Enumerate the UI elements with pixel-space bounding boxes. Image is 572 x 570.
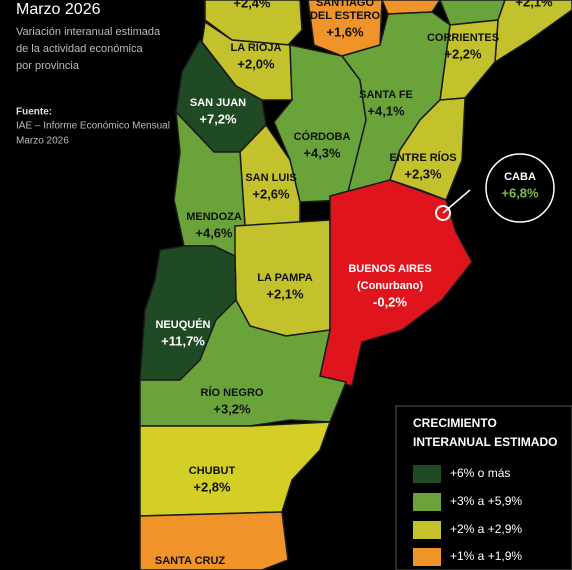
province-value: +4,3% bbox=[303, 145, 341, 160]
province-value: +11,7% bbox=[161, 333, 205, 348]
province-name: SAN LUIS bbox=[245, 172, 296, 184]
subtitle: Variación interanual estimada bbox=[16, 26, 161, 38]
province-value: +2,2% bbox=[444, 46, 482, 61]
legend-swatch bbox=[413, 521, 441, 539]
legend-swatch bbox=[413, 548, 441, 566]
province-value: +4,1% bbox=[367, 103, 405, 118]
province-value: -0,2% bbox=[373, 294, 407, 309]
province-value: +3,2% bbox=[213, 401, 251, 416]
legend-item: +1% a +1,9% bbox=[450, 549, 522, 563]
province-value: +7,2% bbox=[199, 111, 237, 126]
partial-label: +2,1% bbox=[515, 0, 553, 9]
province-name: SAN JUAN bbox=[190, 97, 246, 109]
province-name: CABA bbox=[504, 171, 536, 183]
province-note: (Conurbano) bbox=[357, 280, 423, 292]
source: Marzo 2026 bbox=[16, 136, 69, 147]
province-value: +2,1% bbox=[266, 286, 304, 301]
province-name: RÍO NEGRO bbox=[201, 386, 264, 399]
province-name: CORRIENTES bbox=[427, 32, 499, 44]
source: IAE – Informe Económico Mensual bbox=[16, 121, 170, 132]
province-value: +2,3% bbox=[404, 166, 442, 181]
legend-swatch bbox=[413, 493, 441, 511]
callout-line bbox=[442, 189, 471, 214]
province-name: BUENOS AIRES bbox=[348, 263, 431, 275]
caba-marker bbox=[435, 205, 451, 221]
province-name: SANTA CRUZ bbox=[155, 555, 226, 567]
province-name: CHUBUT bbox=[189, 465, 236, 477]
provinces bbox=[139, 0, 572, 570]
partial-label: +2,4% bbox=[233, 0, 271, 10]
province-name: DEL ESTERO bbox=[310, 10, 381, 22]
province-name: LA RIOJA bbox=[231, 42, 282, 54]
province-value: +2,6% bbox=[252, 186, 290, 201]
province-name: SANTA FE bbox=[359, 89, 413, 101]
province-value: +2,8% bbox=[193, 479, 231, 494]
legend-item: +3% a +5,9% bbox=[450, 494, 522, 508]
province-shape bbox=[139, 298, 348, 427]
legend-title: CRECIMIENTO bbox=[413, 416, 497, 430]
legend-title: INTERANUAL ESTIMADO bbox=[413, 435, 557, 449]
province-name: SANTIAGO bbox=[316, 0, 375, 9]
subtitle: de la actividad económica bbox=[16, 43, 143, 55]
title: Marzo 2026 bbox=[16, 1, 101, 18]
province-name: ENTRE RÍOS bbox=[389, 151, 456, 164]
legend-box bbox=[395, 405, 572, 570]
province-value: +1,6% bbox=[326, 24, 364, 39]
province-name: NEUQUÉN bbox=[155, 318, 210, 331]
legend-item: +6% o más bbox=[450, 466, 510, 480]
province-value: +4,6% bbox=[195, 225, 233, 240]
province-shape bbox=[139, 511, 289, 570]
province-value: +6,8% bbox=[501, 185, 539, 200]
province-value: +2,0% bbox=[237, 56, 275, 71]
subtitle: por provincia bbox=[16, 60, 80, 72]
legend-swatch bbox=[413, 465, 441, 483]
province-name: LA PAMPA bbox=[257, 272, 312, 284]
province-name: MENDOZA bbox=[186, 211, 242, 223]
province-name: CÓRDOBA bbox=[294, 130, 351, 143]
source-label: Fuente: bbox=[16, 107, 52, 118]
legend-item: +2% a +2,9% bbox=[450, 522, 522, 536]
caba-callout bbox=[485, 153, 555, 223]
